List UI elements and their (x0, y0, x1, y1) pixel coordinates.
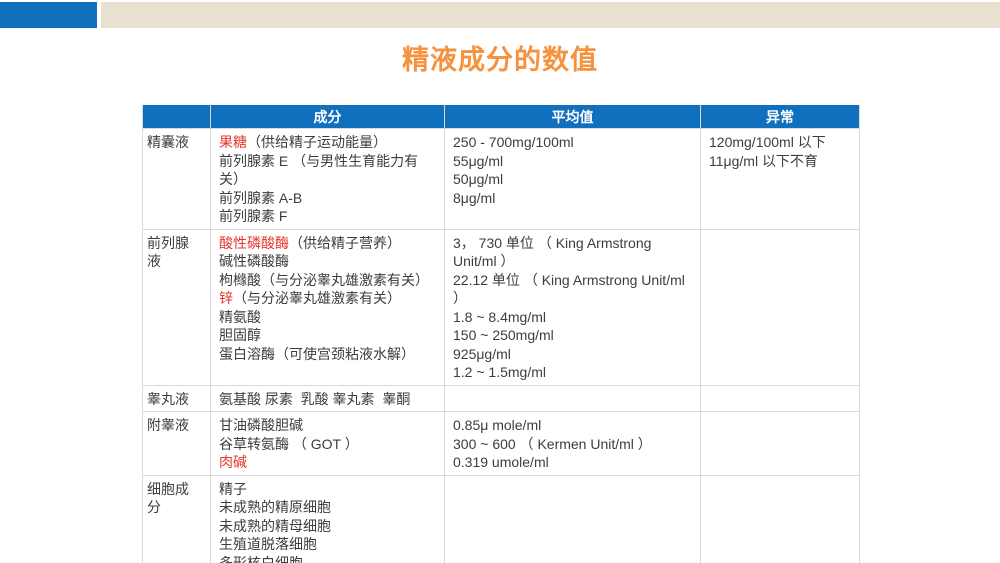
table-row: 附睾液 甘油磷酸胆碱谷草转氨酶 （ GOT ） 肉碱 0.85μ mole/ml 300… (142, 411, 860, 476)
cell-line: 0.85μ mole/ml (453, 417, 542, 433)
cell-line: 11μg/ml 以下不育 (709, 152, 818, 169)
component-highlight: 酸性磷酸酶 (219, 234, 289, 251)
component-line: 未成熟的精原细胞 (219, 498, 436, 517)
header-cell-abnormal: 异常 (700, 105, 860, 129)
table-body: 精囊液 果糖（供给精子运动能量） 前列腺素 E （与男性生育能力有关） 前列腺素 A-… (142, 128, 860, 563)
component-line: 甘油磷酸胆碱 (219, 416, 436, 435)
component-line: 前列腺素 F (219, 207, 436, 226)
row-label-cell: 附睾液 (142, 411, 211, 476)
abnormal-cell (700, 411, 860, 476)
component-line: 酸性磷酸酶（供给精子营养） (219, 234, 436, 253)
cell-line: 1.8 ~ 8.4mg/ml (453, 308, 546, 325)
components-cell: 甘油磷酸胆碱谷草转氨酶 （ GOT ） 肉碱 (210, 411, 445, 476)
average-cell: 3， 730 单位 （ King Armstrong Unit/ml ） 22.1… (444, 228, 701, 386)
cell-line: 50μg/ml (453, 171, 504, 187)
abnormal-cell: 120mg/100ml 以下 11μg/ml 以下不育 (700, 128, 860, 230)
abnormal-cell (700, 228, 860, 386)
abnormal-cell (700, 474, 860, 563)
row-label-cell: 前列腺液 (142, 228, 211, 386)
component-line: 前列腺素 E （与男性生育能力有关） (219, 152, 436, 189)
component-text: 未成熟的精原细胞 (219, 499, 331, 515)
component-highlight: 果糖 (219, 134, 247, 150)
average-cell: 0.85μ mole/ml 300 ~ 600 （ Kermen Unit/ml … (444, 411, 701, 476)
component-text: 甘油磷酸胆碱 (219, 417, 303, 433)
component-text: 谷草转氨酶 （ GOT ） (219, 435, 359, 452)
components-cell: 氨基酸 尿素 乳酸 睾丸素 睾酮 (210, 384, 445, 412)
cell-line: 925μg/ml (453, 345, 511, 362)
cell-line: 55μg/ml (453, 152, 504, 169)
row-label-cell: 细胞成分 (142, 474, 211, 563)
component-line: 生殖道脱落细胞 (219, 535, 436, 554)
average-cell (444, 474, 701, 563)
component-line: 多形核白细胞 (219, 554, 436, 563)
component-text: 蛋白溶酶（可使宫颈粘液水解） (219, 345, 415, 362)
table-row: 前列腺液 酸性磷酸酶（供给精子营养） 碱性磷酸酶 枸橼酸（与分泌睾丸雄激素有关） 锌（与… (142, 228, 860, 386)
header-cell-rowlabel (142, 105, 211, 129)
components-cell: 精子未成熟的精原细胞未成熟的精母细胞生殖道脱落细胞多形核白细胞淋巴细胞 (210, 474, 445, 563)
component-line: 精氨酸 (219, 308, 436, 327)
component-line: 碱性磷酸酶 (219, 252, 436, 271)
component-text: 前列腺素 F (219, 208, 288, 224)
component-text: 碱性磷酸酶 (219, 253, 289, 269)
cell-line: 22.12 单位 （ King Armstrong Unit/ml ） (453, 271, 689, 307)
table-row: 睾丸液 氨基酸 尿素 乳酸 睾丸素 睾酮 (142, 384, 860, 412)
cell-line: 120mg/100ml 以下 (709, 134, 826, 150)
component-text: 前列腺素 A-B (219, 189, 303, 206)
cell-line: 150 ~ 250mg/ml (453, 327, 554, 343)
slide-title: 精液成分的数值 (402, 45, 598, 75)
component-text: 生殖道脱落细胞 (219, 536, 317, 552)
component-text: 前列腺素 E （与男性生育能力有关） (219, 152, 419, 188)
semen-composition-table: 成分 平均值 异常 精囊液 果糖（供给精子运动能量） 前列腺素 E （与男性生育能力… (142, 105, 860, 563)
component-highlight: 肉碱 (219, 454, 247, 470)
cell-line: 3， 730 单位 （ King Armstrong Unit/ml ） (453, 234, 656, 270)
component-text: 精子 (219, 480, 247, 497)
table-header-row: 成分 平均值 异常 (142, 105, 860, 129)
component-text: （与分泌睾丸雄激素有关） (233, 290, 401, 306)
component-line: 未成熟的精母细胞 (219, 517, 436, 536)
component-highlight: 锌 (219, 290, 233, 306)
cell-line: 0.319 umole/ml (453, 454, 549, 470)
component-line: 氨基酸 尿素 乳酸 睾丸素 睾酮 (219, 390, 436, 409)
table-row: 细胞成分精子未成熟的精原细胞未成熟的精母细胞生殖道脱落细胞多形核白细胞淋巴细胞 (142, 474, 860, 563)
component-line: 果糖（供给精子运动能量） (219, 133, 436, 152)
cell-line: 300 ~ 600 （ Kermen Unit/ml ） (453, 435, 652, 452)
average-cell (444, 384, 701, 412)
components-cell: 酸性磷酸酶（供给精子营养） 碱性磷酸酶 枸橼酸（与分泌睾丸雄激素有关） 锌（与分泌睾丸… (210, 228, 445, 386)
component-line: 枸橼酸（与分泌睾丸雄激素有关） (219, 271, 436, 290)
top-accent-beige-strip (101, 2, 1000, 28)
component-line: 锌（与分泌睾丸雄激素有关） (219, 289, 436, 308)
header-cell-component: 成分 (210, 105, 445, 129)
abnormal-cell (700, 384, 860, 412)
table-row: 精囊液 果糖（供给精子运动能量） 前列腺素 E （与男性生育能力有关） 前列腺素 A-… (142, 128, 860, 230)
row-label-cell: 精囊液 (142, 128, 211, 230)
component-text: （供给精子运动能量） (247, 134, 387, 150)
cell-line: 8μg/ml (453, 189, 496, 206)
component-line: 精子 (219, 480, 436, 499)
component-line: 谷草转氨酶 （ GOT ） (219, 435, 436, 454)
top-accent-blue-block (0, 2, 97, 28)
component-text: 枸橼酸（与分泌睾丸雄激素有关） (219, 271, 429, 288)
row-label-cell: 睾丸液 (142, 384, 211, 412)
component-text: 未成熟的精母细胞 (219, 517, 331, 534)
cell-line: 1.2 ~ 1.5mg/ml (453, 364, 546, 380)
component-line: 前列腺素 A-B (219, 189, 436, 208)
component-line: 蛋白溶酶（可使宫颈粘液水解） (219, 345, 436, 364)
component-text: 多形核白细胞 (219, 554, 303, 563)
component-text: 精氨酸 (219, 308, 261, 325)
average-cell: 250 - 700mg/100ml 55μg/ml 50μg/ml 8μg/ml (444, 128, 701, 230)
component-line: 肉碱 (219, 453, 436, 472)
header-cell-average: 平均值 (444, 105, 701, 129)
cell-line: 250 - 700mg/100ml (453, 134, 574, 150)
components-cell: 果糖（供给精子运动能量） 前列腺素 E （与男性生育能力有关） 前列腺素 A-B 前列… (210, 128, 445, 230)
component-line: 胆固醇 (219, 326, 436, 345)
component-text: 胆固醇 (219, 327, 261, 343)
component-text: （供给精子营养） (289, 234, 401, 251)
component-text: 氨基酸 尿素 乳酸 睾丸素 睾酮 (219, 390, 411, 407)
